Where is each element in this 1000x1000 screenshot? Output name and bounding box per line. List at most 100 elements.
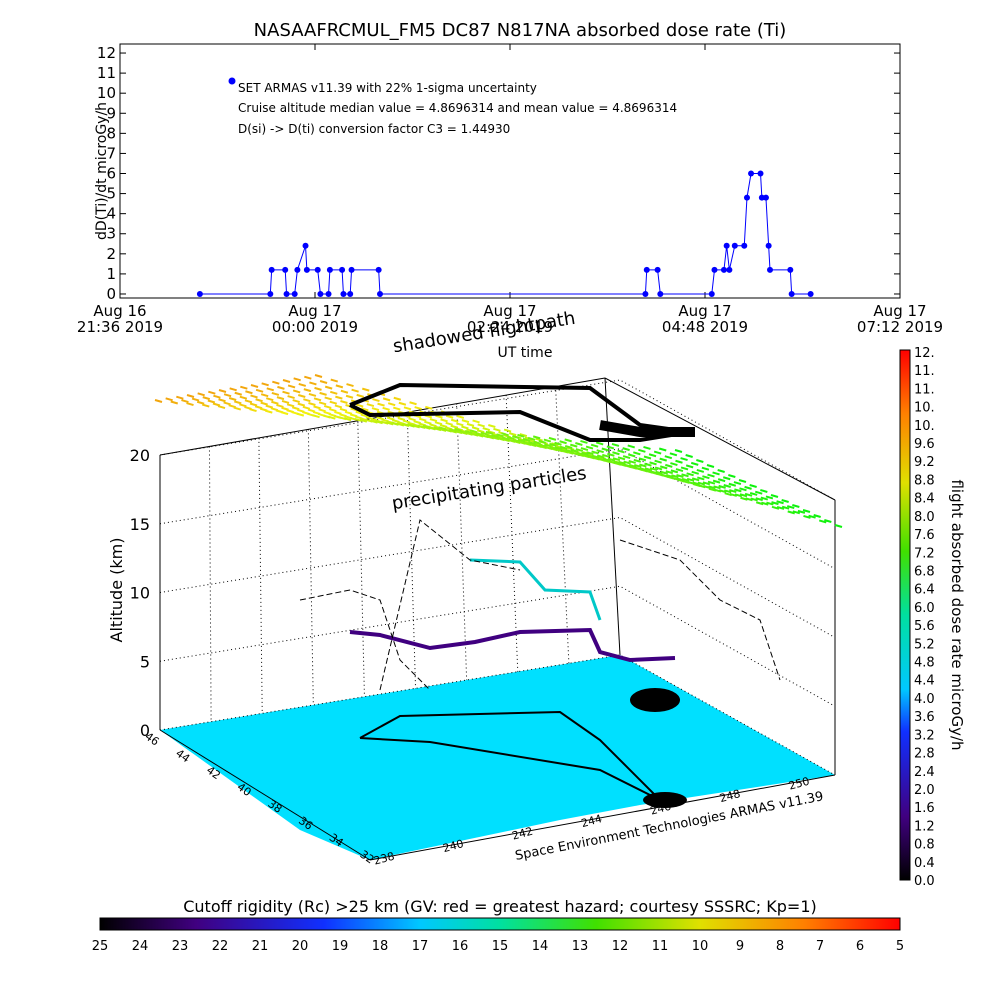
particle-dash bbox=[633, 451, 641, 456]
particle-dash bbox=[665, 474, 674, 479]
y-tick-label: 11 bbox=[97, 64, 116, 82]
particle-dash bbox=[771, 505, 780, 510]
particle-dash bbox=[282, 390, 290, 395]
particle-dash bbox=[409, 401, 417, 406]
particle-dash bbox=[601, 447, 610, 452]
particle-dash bbox=[702, 475, 710, 480]
particle-dash bbox=[318, 401, 327, 406]
particle-dash bbox=[385, 421, 394, 426]
data-point bbox=[196, 290, 203, 297]
particle-dash bbox=[681, 477, 690, 482]
particle-dash bbox=[754, 490, 763, 495]
particle-dash bbox=[266, 387, 275, 392]
data-point bbox=[723, 242, 730, 249]
data-point bbox=[283, 290, 290, 297]
colorbar-tick-label: 5.2 bbox=[914, 637, 935, 652]
grid-line bbox=[208, 446, 212, 722]
particle-dash bbox=[181, 399, 189, 404]
particle-dash bbox=[728, 482, 737, 487]
data-point bbox=[788, 290, 795, 297]
particle-dash bbox=[351, 388, 359, 393]
particle-dash bbox=[255, 398, 263, 403]
colorbar-tick-label: 10 bbox=[692, 939, 709, 954]
particle-dash bbox=[314, 386, 322, 391]
lon-tick-label: 242 bbox=[511, 825, 535, 843]
particle-dash bbox=[517, 438, 526, 443]
particle-dash bbox=[718, 484, 726, 489]
particle-dash bbox=[576, 451, 584, 456]
data-point bbox=[303, 266, 310, 273]
colorbar-tick-label: 21 bbox=[252, 939, 269, 954]
particle-dash bbox=[387, 402, 396, 407]
particle-dash bbox=[543, 438, 552, 443]
particle-dash bbox=[486, 434, 494, 439]
particle-dash bbox=[761, 501, 769, 506]
particle-dash bbox=[154, 399, 163, 403]
colorbar-tick-label: 6 bbox=[856, 939, 864, 954]
particle-dash bbox=[469, 429, 478, 434]
particle-dash bbox=[329, 408, 337, 413]
particle-dash bbox=[554, 446, 563, 451]
particle-dash bbox=[414, 406, 422, 411]
particle-dash bbox=[733, 481, 742, 486]
particle-dash bbox=[176, 395, 184, 400]
y-tick-label: 4 bbox=[106, 205, 116, 223]
particle-dash bbox=[664, 455, 673, 460]
x-tick-label: Aug 17 02:24 2019 bbox=[466, 302, 554, 336]
particle-dash bbox=[435, 414, 443, 419]
data-point bbox=[743, 194, 750, 201]
y-tick-label: 1 bbox=[106, 265, 116, 283]
colorbar-tick-label: 8.0 bbox=[914, 510, 935, 525]
particle-dash bbox=[691, 477, 700, 482]
particle-dash bbox=[466, 422, 475, 427]
series-line bbox=[199, 173, 811, 295]
colorbar-tick-label: 12 bbox=[612, 939, 629, 954]
annotation: Cruise altitude median value = 4.8696314… bbox=[238, 101, 677, 115]
data-point bbox=[787, 266, 794, 273]
z-tick-label: 15 bbox=[130, 515, 150, 534]
floor-map bbox=[160, 655, 835, 860]
colorbar-tick-label: 20 bbox=[292, 939, 309, 954]
particle-dash bbox=[346, 383, 354, 388]
particle-dash bbox=[330, 378, 339, 383]
colorbar-tick-label: 3.2 bbox=[914, 728, 935, 743]
data-point bbox=[348, 266, 355, 273]
y-tick-label: 12 bbox=[97, 44, 116, 62]
particle-dash bbox=[340, 400, 348, 404]
particle-dash bbox=[445, 414, 454, 419]
data-point bbox=[657, 290, 664, 297]
particle-dash bbox=[287, 395, 295, 400]
data-point bbox=[377, 290, 383, 297]
particle-dash bbox=[564, 438, 572, 443]
particle-dash bbox=[649, 467, 658, 472]
particle-dash bbox=[501, 432, 509, 437]
particle-dash bbox=[228, 397, 237, 401]
grid-line bbox=[258, 437, 263, 714]
particle-dash bbox=[477, 423, 485, 428]
particle-dash bbox=[596, 454, 605, 459]
particle-dash bbox=[639, 463, 647, 468]
particle-dash bbox=[191, 397, 200, 402]
particle-dash bbox=[281, 399, 290, 404]
particle-dash bbox=[440, 418, 448, 423]
particle-dash bbox=[792, 510, 801, 515]
x-tick-label: Aug 16 21:36 2019 bbox=[76, 302, 164, 336]
particle-dash bbox=[818, 519, 827, 524]
particle-dash bbox=[493, 427, 501, 432]
x-axis-label: UT time bbox=[498, 345, 553, 361]
lon-tick-label: 240 bbox=[441, 837, 465, 855]
particle-dash bbox=[314, 374, 323, 378]
particle-dash bbox=[371, 407, 380, 412]
particle-dash bbox=[590, 443, 599, 448]
particle-dash bbox=[680, 466, 689, 471]
particle-dash bbox=[824, 519, 832, 523]
particle-dash bbox=[456, 414, 465, 419]
colorbar-tick-label: 23 bbox=[172, 939, 189, 954]
particle-dash bbox=[276, 396, 285, 401]
colorbar-tick-label: 3.6 bbox=[914, 710, 935, 725]
particle-field bbox=[154, 374, 843, 528]
particle-dash bbox=[522, 437, 531, 442]
y-tick-label: 8 bbox=[106, 124, 116, 142]
z-axis-label: Altitude (km) bbox=[107, 538, 126, 643]
